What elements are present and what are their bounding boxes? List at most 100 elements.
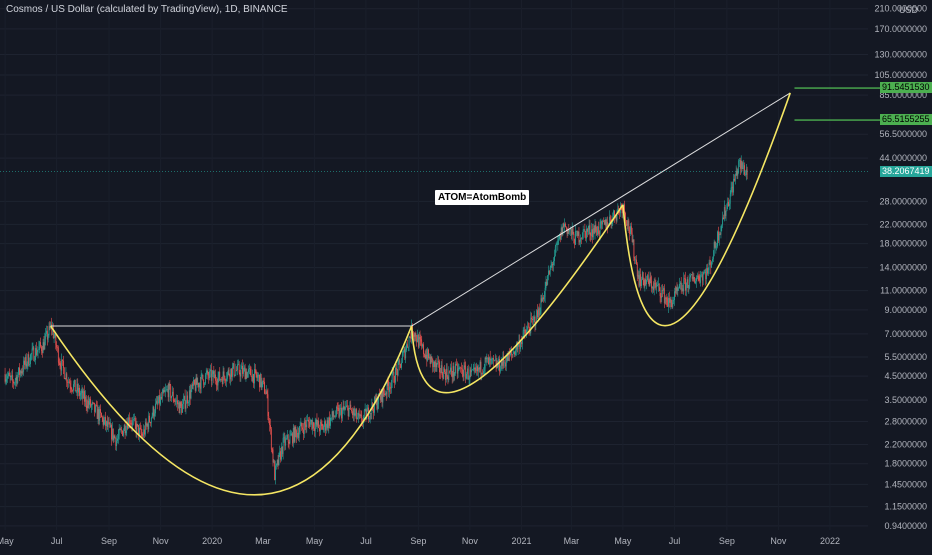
candle-body <box>635 259 636 261</box>
candle-body <box>335 415 336 417</box>
candle-body <box>278 452 280 465</box>
candle-body <box>734 174 736 181</box>
candle-body <box>30 354 31 365</box>
candle-body <box>677 288 679 291</box>
candle-body <box>37 349 39 353</box>
candle-body <box>410 337 412 339</box>
candle-body <box>443 368 445 380</box>
candle-body <box>352 409 354 415</box>
candle-body <box>56 344 58 348</box>
candle-body <box>104 417 106 421</box>
candle-body <box>497 363 499 367</box>
candle-body <box>540 298 542 314</box>
candle-body <box>616 211 618 221</box>
candle-body <box>79 394 81 396</box>
candle-body <box>385 393 386 396</box>
candle-body <box>7 376 9 379</box>
candle-body <box>601 221 603 225</box>
candle-body <box>284 437 286 446</box>
candle-body <box>341 409 343 419</box>
candle-body <box>69 383 71 387</box>
candle-body <box>381 389 383 403</box>
price-tick-label: 7.0000000 <box>884 329 927 339</box>
candle-body <box>592 228 594 238</box>
candle-body <box>499 370 501 372</box>
candle-body <box>473 368 475 369</box>
candle-body <box>64 378 66 380</box>
candle-body <box>369 412 371 419</box>
candle-body <box>406 344 408 348</box>
candle-body <box>403 348 405 352</box>
candle-body <box>658 283 660 288</box>
candle-body <box>426 354 428 361</box>
candle-body <box>690 275 691 278</box>
candle-body <box>87 400 89 409</box>
candle-body <box>49 325 51 329</box>
candle-body <box>234 374 236 376</box>
candle-body <box>193 379 194 386</box>
candle-body <box>570 228 572 236</box>
candle-body <box>191 384 193 390</box>
candle-body <box>197 382 199 385</box>
candle-body <box>209 371 211 378</box>
candle-body <box>597 226 599 234</box>
candle-body <box>483 371 484 374</box>
candle-body <box>98 409 100 421</box>
candle-body <box>585 231 587 239</box>
candle-body <box>502 356 504 366</box>
candle-body <box>419 336 421 340</box>
candle-body <box>72 390 74 391</box>
candle-body <box>22 371 24 372</box>
candle-body <box>19 371 21 375</box>
candle-body <box>335 406 337 416</box>
candle-body <box>387 380 389 386</box>
candle-body <box>53 336 55 338</box>
candle-body <box>286 434 288 439</box>
candle-body <box>483 368 485 372</box>
candle-body <box>631 232 633 243</box>
price-tag-target-1: 91.5451530 <box>880 82 932 94</box>
candle-body <box>602 220 604 225</box>
candle-body <box>328 417 330 428</box>
candle-body <box>417 334 418 343</box>
candle-body <box>100 409 101 414</box>
candle-body <box>389 387 391 392</box>
price-tick-label: 105.0000000 <box>874 70 927 80</box>
annotation-label[interactable]: ATOM=AtomBomb <box>435 190 530 205</box>
candle-body <box>404 348 406 359</box>
candle-body <box>156 400 158 404</box>
candle-body <box>172 391 173 396</box>
candle-body <box>201 374 203 376</box>
candle-body <box>537 310 538 318</box>
candle-body <box>331 411 333 418</box>
candle-body <box>516 343 518 350</box>
candle-body <box>576 231 577 232</box>
candle-body <box>25 357 27 367</box>
candle-body <box>280 451 281 460</box>
candle-body <box>401 362 402 368</box>
candle-body <box>452 366 454 378</box>
candle-body <box>319 428 320 432</box>
candle-body <box>472 368 474 370</box>
time-tick-label: Mar <box>564 536 580 546</box>
candle-body <box>253 369 255 384</box>
candle-body <box>476 366 478 371</box>
candle-body <box>232 363 234 368</box>
candle-body <box>111 424 112 440</box>
candle-body <box>463 365 465 377</box>
candle-body <box>436 363 438 368</box>
candle-body <box>669 298 671 303</box>
candle-body <box>462 375 464 377</box>
candle-body <box>221 379 222 380</box>
candle-body <box>439 361 440 373</box>
candle-body <box>174 401 176 403</box>
candle-body <box>510 352 511 356</box>
candle-body <box>152 407 154 416</box>
candle-body <box>235 370 237 375</box>
candle-body <box>668 298 669 307</box>
candle-body <box>89 399 90 405</box>
candle-body <box>232 367 233 377</box>
candle-body <box>516 343 517 351</box>
